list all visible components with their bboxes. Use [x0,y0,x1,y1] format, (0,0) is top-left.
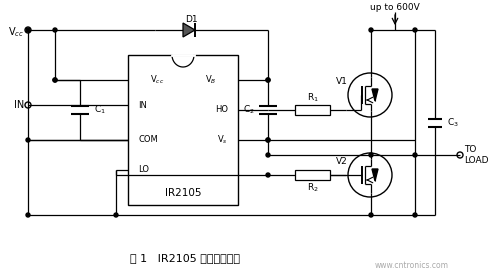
Text: V2: V2 [336,158,348,166]
Circle shape [266,78,270,82]
Circle shape [266,153,270,157]
Circle shape [266,138,270,142]
Bar [128,55,238,205]
Circle shape [369,28,373,32]
Circle shape [369,213,373,217]
Circle shape [53,78,57,82]
Text: C$_2$: C$_2$ [243,104,255,116]
Bar [295,170,330,180]
Text: IR2105: IR2105 [165,188,201,198]
Text: V$_{cc}$: V$_{cc}$ [8,25,24,39]
Bar [295,105,330,115]
Text: R$_1$: R$_1$ [307,92,318,104]
Polygon shape [372,169,378,181]
Circle shape [413,28,417,32]
Text: COM: COM [138,136,158,145]
Text: C$_3$: C$_3$ [447,116,459,129]
Circle shape [26,28,30,32]
Circle shape [53,28,57,32]
Circle shape [413,213,417,217]
Circle shape [266,138,270,142]
Circle shape [53,78,57,82]
Text: V$_B$: V$_B$ [204,74,216,86]
Text: LO: LO [138,166,149,174]
Text: IN: IN [14,100,24,110]
Circle shape [26,138,30,142]
Circle shape [369,153,373,157]
Text: V1: V1 [336,78,348,86]
Text: C$_1$: C$_1$ [94,104,106,116]
Text: V$_s$: V$_s$ [217,134,228,146]
Text: V$_{cc}$: V$_{cc}$ [150,74,164,86]
Text: up to 600V: up to 600V [370,4,420,12]
Text: R$_2$: R$_2$ [307,182,318,194]
Circle shape [266,78,270,82]
Text: HO: HO [215,105,228,115]
Text: www.cntronics.com: www.cntronics.com [375,261,449,269]
Circle shape [26,213,30,217]
Text: IN: IN [138,100,147,110]
Circle shape [266,173,270,177]
Polygon shape [183,23,195,37]
Circle shape [413,153,417,157]
Polygon shape [372,89,378,101]
Text: 图 1   IR2105 的非隔离驱动: 图 1 IR2105 的非隔离驱动 [130,253,240,263]
Circle shape [114,213,118,217]
Text: TO
LOAD: TO LOAD [464,145,489,165]
Text: D1: D1 [185,15,197,23]
